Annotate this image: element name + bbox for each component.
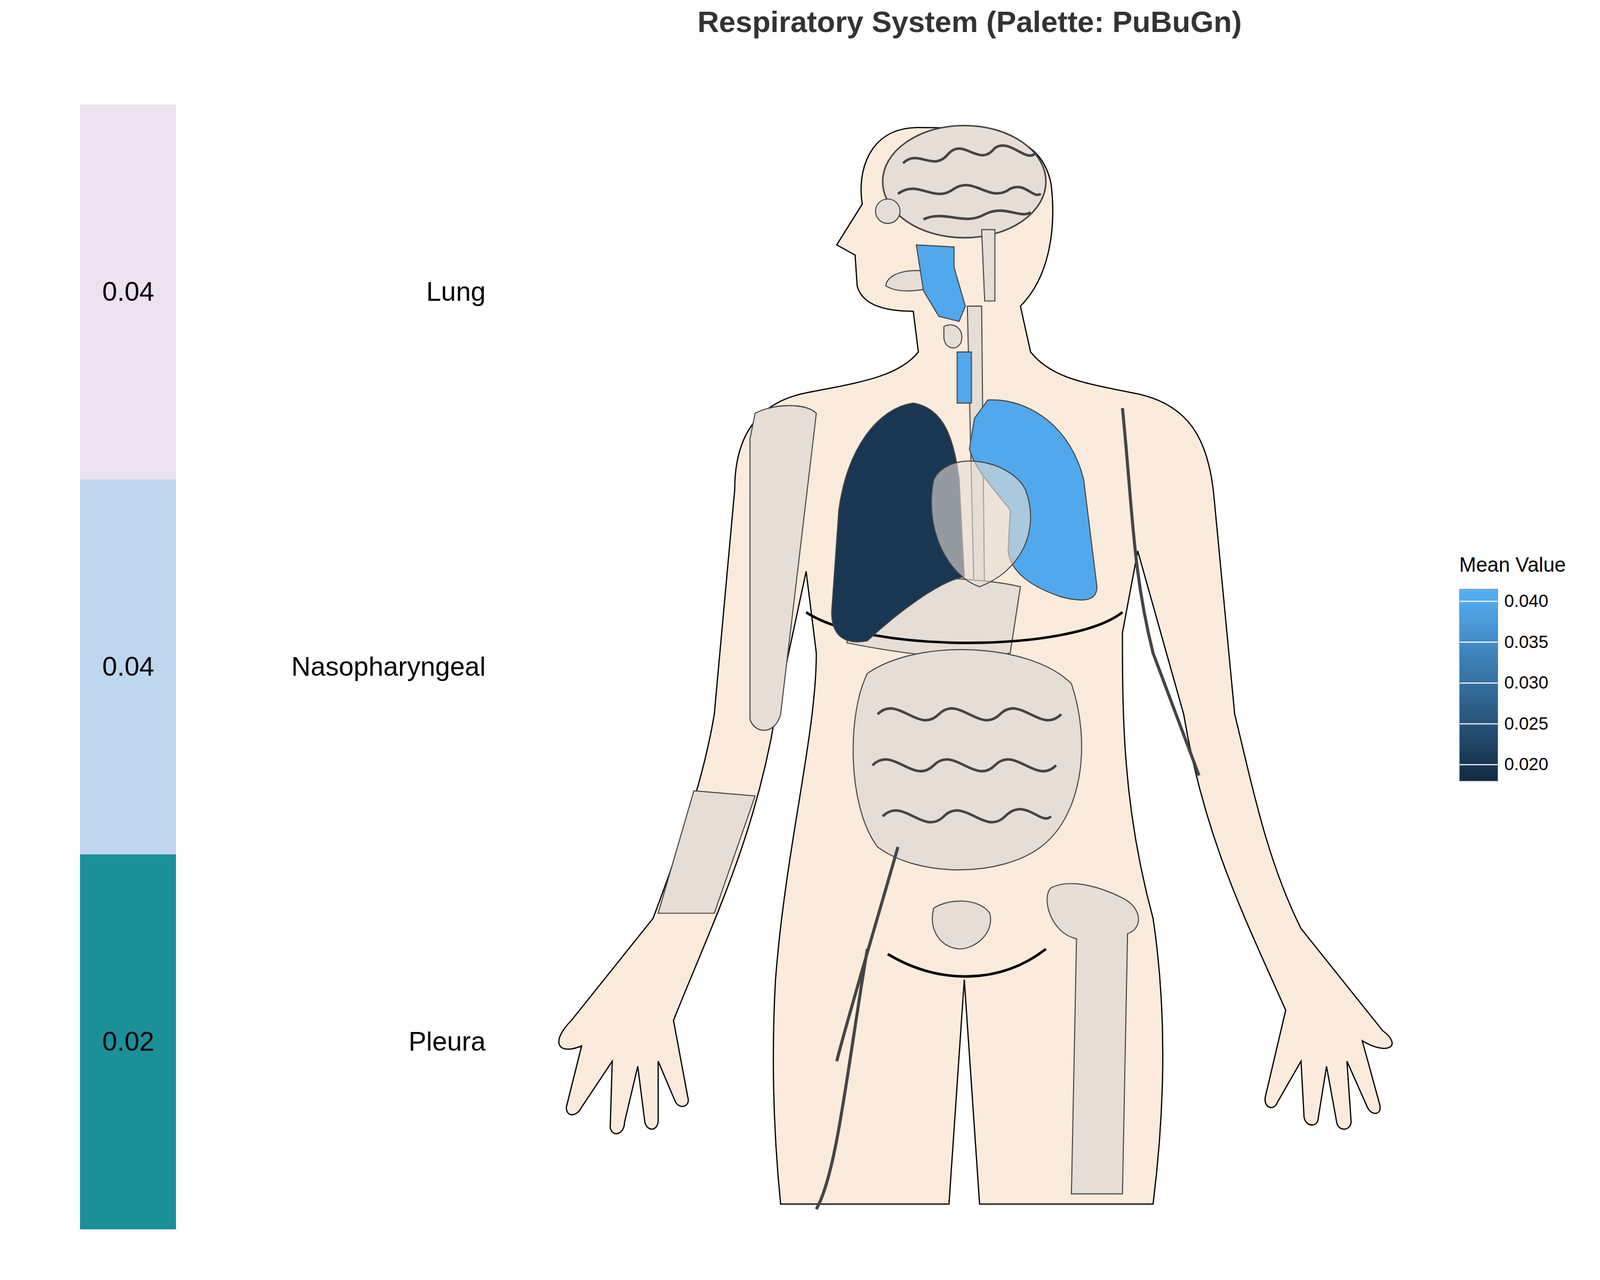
svg-text:0.025: 0.025	[1504, 713, 1549, 734]
html-text:Mean Value: Mean Value	[1459, 553, 1566, 576]
svg-text:0.020: 0.020	[1504, 754, 1549, 774]
svg-text:0.040: 0.040	[1504, 590, 1549, 611]
svg-text:0.02: 0.02	[102, 1026, 155, 1057]
html-text:Respiratory System (Palette: P: Respiratory System (Palette: PuBuGn)	[697, 4, 1242, 39]
svg-text:Lung: Lung	[426, 276, 486, 307]
svg-text:0.035: 0.035	[1504, 632, 1549, 652]
svg-text:0.030: 0.030	[1504, 672, 1549, 693]
svg-text:0.04: 0.04	[102, 276, 155, 307]
svg-text:Pleura: Pleura	[408, 1026, 486, 1057]
svg-text:Nasopharyngeal: Nasopharyngeal	[291, 651, 486, 682]
svg-text:0.04: 0.04	[102, 651, 155, 682]
